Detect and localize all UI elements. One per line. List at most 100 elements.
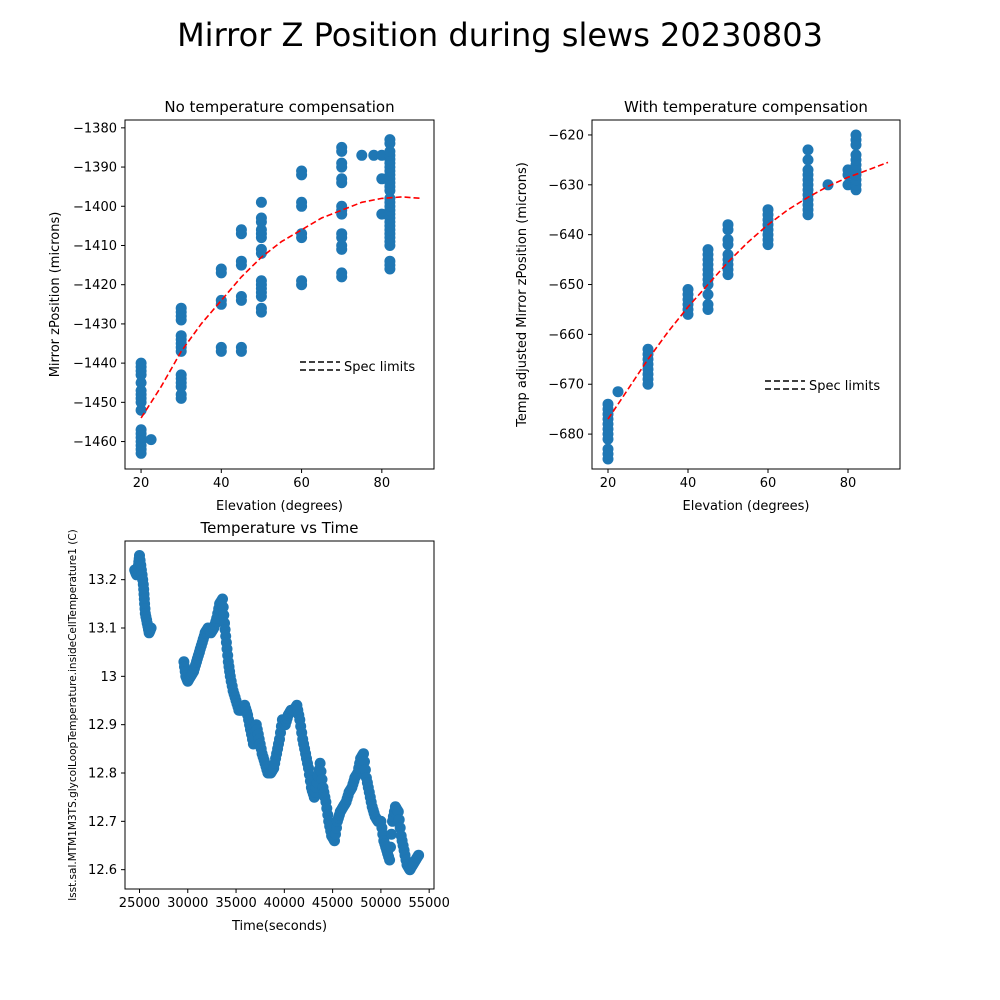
data-point [392,806,404,818]
data-point [314,757,326,769]
panel-with-temp-comp: 20 40 60 80 −680 −670 −660 −650 −640 −630 −620 With… [515,98,901,514]
y-tick-label: −1400 [73,200,117,215]
data-point [336,173,348,185]
legend-label: Spec limits [344,360,415,375]
data-point [702,244,714,256]
axes-frame [124,119,435,470]
data-point [215,341,227,353]
data-point [175,302,187,314]
legend-label: Spec limits [809,379,880,394]
data-point [255,196,267,208]
y-tick-label: −630 [548,178,584,193]
y-tick-label: 12.7 [88,815,117,830]
axes-title: No temperature compensation [164,98,394,116]
panel-no-temp-comp: 20 40 60 80 −1460 −1450 −1440 −1430 −1420 −1410 −1… [48,98,435,514]
data-point [135,377,147,389]
data-point [235,341,247,353]
data-point [413,849,425,861]
data-point [602,398,614,410]
data-point [802,154,814,166]
data-point [762,204,774,216]
data-point [135,424,147,436]
data-point [384,134,396,146]
y-tick-label: −1390 [73,161,117,176]
data-point [368,149,380,161]
data-point [722,219,734,231]
y-tick-label: −1460 [73,435,117,450]
data-point [393,814,405,826]
data-point [235,255,247,267]
data-point [802,144,814,156]
y-axis-label: Mirror zPosition (microns) [48,212,63,378]
data-point [296,165,308,177]
panel-temperature-vs-time: 25000 30000 35000 40000 45000 50000 55000 12.6 1… [67,519,450,934]
data-point [384,255,396,267]
y-tick-label: 13.2 [88,573,117,588]
y-axis-label: lsst.sal.MTM1M3TS.glycolLoopTemperature.… [67,529,79,901]
x-tick-label: 60 [760,476,777,491]
fit-curve [140,196,423,419]
y-tick-label: −670 [548,378,584,393]
data-point [602,443,614,455]
data-point [215,263,227,275]
x-tick-label: 55000 [408,896,449,911]
data-point [385,841,396,853]
data-point [702,299,714,310]
data-point [802,164,814,176]
data-point [296,228,308,240]
data-point [336,267,348,279]
data-point [850,129,862,141]
data-point [386,828,397,840]
data-point [384,145,396,157]
data-point [145,434,157,446]
y-tick-label: −680 [548,428,584,443]
y-tick-label: 13 [100,670,117,685]
data-point [175,389,187,400]
data-point [722,249,734,261]
axes-frame [124,540,435,890]
data-point [255,243,267,255]
y-tick-label: 13.1 [88,622,117,637]
data-point [315,765,327,777]
y-axis-label: Temp adjusted Mirror zPosition (microns) [515,162,530,428]
y-tick-label: 12.8 [88,767,117,782]
x-tick-label: 80 [374,476,391,491]
y-tick-label: −650 [548,278,584,293]
fit-curve [607,161,889,420]
y-tick-label: −1410 [73,239,117,254]
data-point [145,622,157,634]
data-point [850,149,862,161]
x-tick-label: 80 [840,476,857,491]
data-point [642,343,654,355]
data-point [296,196,308,208]
y-tick-label: −1440 [73,357,117,372]
axes-title: Temperature vs Time [200,519,359,537]
data-point [296,275,308,287]
x-tick-label: 25000 [119,896,160,911]
data-point [135,385,147,397]
data-point [336,141,348,153]
x-tick-label: 50000 [360,896,401,911]
data-point [336,200,348,212]
axes-frame [591,119,901,470]
x-tick-label: 40000 [264,896,305,911]
data-point [336,240,348,251]
y-tick-label: −1450 [73,396,117,411]
data-point [722,234,734,246]
y-tick-label: 12.6 [88,863,117,878]
data-point [235,291,247,302]
data-point [235,224,247,236]
data-point [612,386,624,398]
y-tick-label: −1380 [73,121,117,136]
x-tick-label: 30000 [167,896,208,911]
x-tick-label: 40 [680,476,697,491]
data-point [842,164,854,176]
x-tick-label: 60 [293,476,310,491]
figure-title: Mirror Z Position during slews 20230803 [177,16,823,54]
x-tick-label: 20 [600,476,617,491]
x-tick-label: 45000 [312,896,353,911]
x-axis-label: Time(seconds) [231,919,327,934]
data-point [822,179,834,191]
y-tick-label: 12.9 [88,718,117,733]
